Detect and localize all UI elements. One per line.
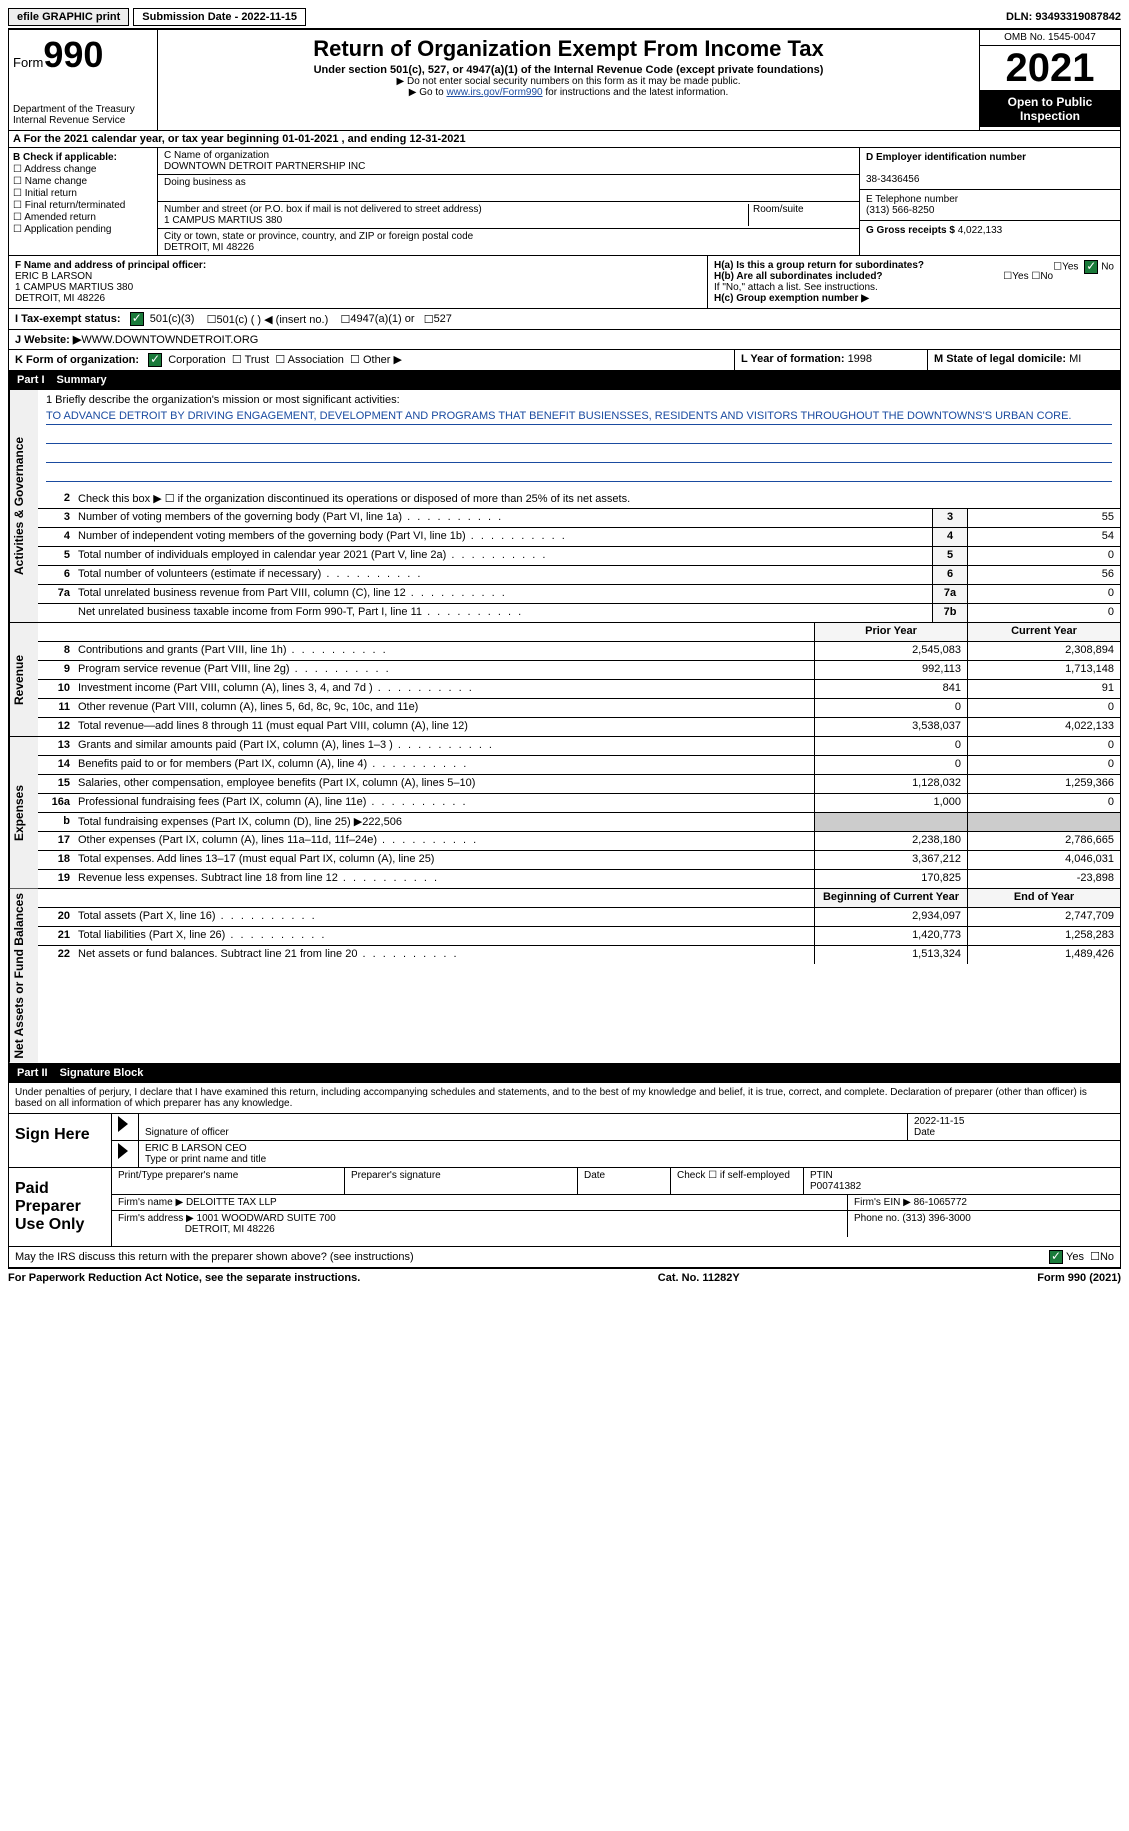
line-18: Total expenses. Add lines 13–17 (must eq… (74, 851, 814, 869)
row-i-tax-status: I Tax-exempt status: 501(c)(3) ☐ 501(c) … (8, 309, 1121, 330)
irs-link[interactable]: www.irs.gov/Form990 (446, 87, 542, 98)
activities-section: Activities & Governance 1 Briefly descri… (8, 390, 1121, 623)
revenue-section: Revenue Prior YearCurrent Year 8Contribu… (8, 623, 1121, 737)
col-prior-year: Prior Year (814, 623, 967, 641)
paid-prep-label: Paid Preparer Use Only (9, 1168, 112, 1246)
line-22: Net assets or fund balances. Subtract li… (74, 946, 814, 964)
vlabel-expenses: Expenses (9, 737, 38, 888)
note-link: ▶ Go to www.irs.gov/Form990 for instruct… (162, 87, 975, 98)
org-name-cell: C Name of organization DOWNTOWN DETROIT … (158, 148, 859, 175)
chk-amended[interactable]: ☐ Amended return (13, 212, 153, 223)
chk-final[interactable]: ☐ Final return/terminated (13, 200, 153, 211)
city-cell: City or town, state or province, country… (158, 229, 859, 255)
expenses-section: Expenses 13Grants and similar amounts pa… (8, 737, 1121, 889)
line-9: Program service revenue (Part VIII, line… (74, 661, 814, 679)
section-fh: F Name and address of principal officer:… (8, 256, 1121, 309)
form-subtitle: Under section 501(c), 527, or 4947(a)(1)… (162, 64, 975, 76)
line-21: Total liabilities (Part X, line 26) (74, 927, 814, 945)
part1-header: Part I Summary (8, 371, 1121, 390)
note-ssn: ▶ Do not enter social security numbers o… (162, 76, 975, 87)
chk-address[interactable]: ☐ Address change (13, 164, 153, 175)
mission-block: 1 Briefly describe the organization's mi… (38, 390, 1120, 490)
chk-pending[interactable]: ☐ Application pending (13, 224, 153, 235)
tax-year: 2021 (980, 46, 1120, 91)
discuss-row: May the IRS discuss this return with the… (8, 1247, 1121, 1269)
line-8: Contributions and grants (Part VIII, lin… (74, 642, 814, 660)
top-bar: efile GRAPHIC print Submission Date - 20… (8, 8, 1121, 26)
line-5: Total number of individuals employed in … (74, 547, 932, 565)
vlabel-revenue: Revenue (9, 623, 38, 736)
page-footer: For Paperwork Reduction Act Notice, see … (8, 1269, 1121, 1287)
line-7b: Net unrelated business taxable income fr… (74, 604, 932, 622)
col-begin-year: Beginning of Current Year (814, 889, 967, 907)
col-current-year: Current Year (967, 623, 1120, 641)
line-6: Total number of volunteers (estimate if … (74, 566, 932, 584)
dba-cell: Doing business as (158, 175, 859, 202)
gross-receipts-cell: G Gross receipts $ 4,022,133 (860, 221, 1120, 240)
chk-corp-icon (148, 353, 162, 367)
line-20: Total assets (Part X, line 16) (74, 908, 814, 926)
netassets-section: Net Assets or Fund Balances Beginning of… (8, 889, 1121, 1064)
efile-button[interactable]: efile GRAPHIC print (8, 8, 129, 26)
dln-label: DLN: 93493319087842 (1006, 11, 1121, 23)
chk-name[interactable]: ☐ Name change (13, 176, 153, 187)
addr-cell: Number and street (or P.O. box if mail i… (158, 202, 859, 229)
arrow-icon (118, 1143, 128, 1159)
form-title: Return of Organization Exempt From Incom… (162, 36, 975, 62)
line-14: Benefits paid to or for members (Part IX… (74, 756, 814, 774)
line-7a: Total unrelated business revenue from Pa… (74, 585, 932, 603)
line-15: Salaries, other compensation, employee b… (74, 775, 814, 793)
chk-initial[interactable]: ☐ Initial return (13, 188, 153, 199)
line-11: Other revenue (Part VIII, column (A), li… (74, 699, 814, 717)
submission-date: Submission Date - 2022-11-15 (133, 8, 306, 26)
line-2: Check this box ▶ ☐ if the organization d… (74, 490, 1120, 508)
line-16b: Total fundraising expenses (Part IX, col… (74, 813, 814, 831)
part2-header: Part II Signature Block (8, 1064, 1121, 1083)
ein-cell: D Employer identification number 38-3436… (860, 148, 1120, 190)
form-number: Form990 (13, 34, 153, 76)
group-return-cell: H(a) Is this a group return for subordin… (707, 256, 1120, 308)
form-header: Form990 Department of the Treasury Inter… (8, 28, 1121, 131)
line-19: Revenue less expenses. Subtract line 18 … (74, 870, 814, 888)
vlabel-netassets: Net Assets or Fund Balances (9, 889, 38, 1063)
col-end-year: End of Year (967, 889, 1120, 907)
sign-here-block: Sign Here Signature of officer 2022-11-1… (8, 1114, 1121, 1168)
open-inspection: Open to Public Inspection (980, 91, 1120, 127)
chk-no-icon (1084, 260, 1098, 274)
omb-number: OMB No. 1545-0047 (980, 30, 1120, 46)
line-3: Number of voting members of the governin… (74, 509, 932, 527)
col-b-checkboxes: B Check if applicable: ☐ Address change … (9, 148, 158, 255)
chk-501c3-icon (130, 312, 144, 326)
line-12: Total revenue—add lines 8 through 11 (mu… (74, 718, 814, 736)
row-j-website: J Website: ▶ WWW.DOWNTOWNDETROIT.ORG (8, 330, 1121, 350)
phone-cell: E Telephone number (313) 566-8250 (860, 190, 1120, 221)
row-klm: K Form of organization: Corporation ☐ Tr… (8, 350, 1121, 371)
line-4: Number of independent voting members of … (74, 528, 932, 546)
line-16a: Professional fundraising fees (Part IX, … (74, 794, 814, 812)
line-13: Grants and similar amounts paid (Part IX… (74, 737, 814, 755)
row-a-period: A For the 2021 calendar year, or tax yea… (8, 131, 1121, 148)
officer-cell: F Name and address of principal officer:… (9, 256, 707, 308)
line-10: Investment income (Part VIII, column (A)… (74, 680, 814, 698)
chk-yes-icon (1049, 1250, 1063, 1264)
dept-label: Department of the Treasury Internal Reve… (13, 104, 153, 126)
sig-declaration: Under penalties of perjury, I declare th… (8, 1083, 1121, 1114)
section-bcde: B Check if applicable: ☐ Address change … (8, 148, 1121, 256)
arrow-icon (118, 1116, 128, 1132)
vlabel-activities: Activities & Governance (9, 390, 38, 622)
sign-here-label: Sign Here (9, 1114, 112, 1167)
paid-preparer-block: Paid Preparer Use Only Print/Type prepar… (8, 1168, 1121, 1247)
line-17: Other expenses (Part IX, column (A), lin… (74, 832, 814, 850)
